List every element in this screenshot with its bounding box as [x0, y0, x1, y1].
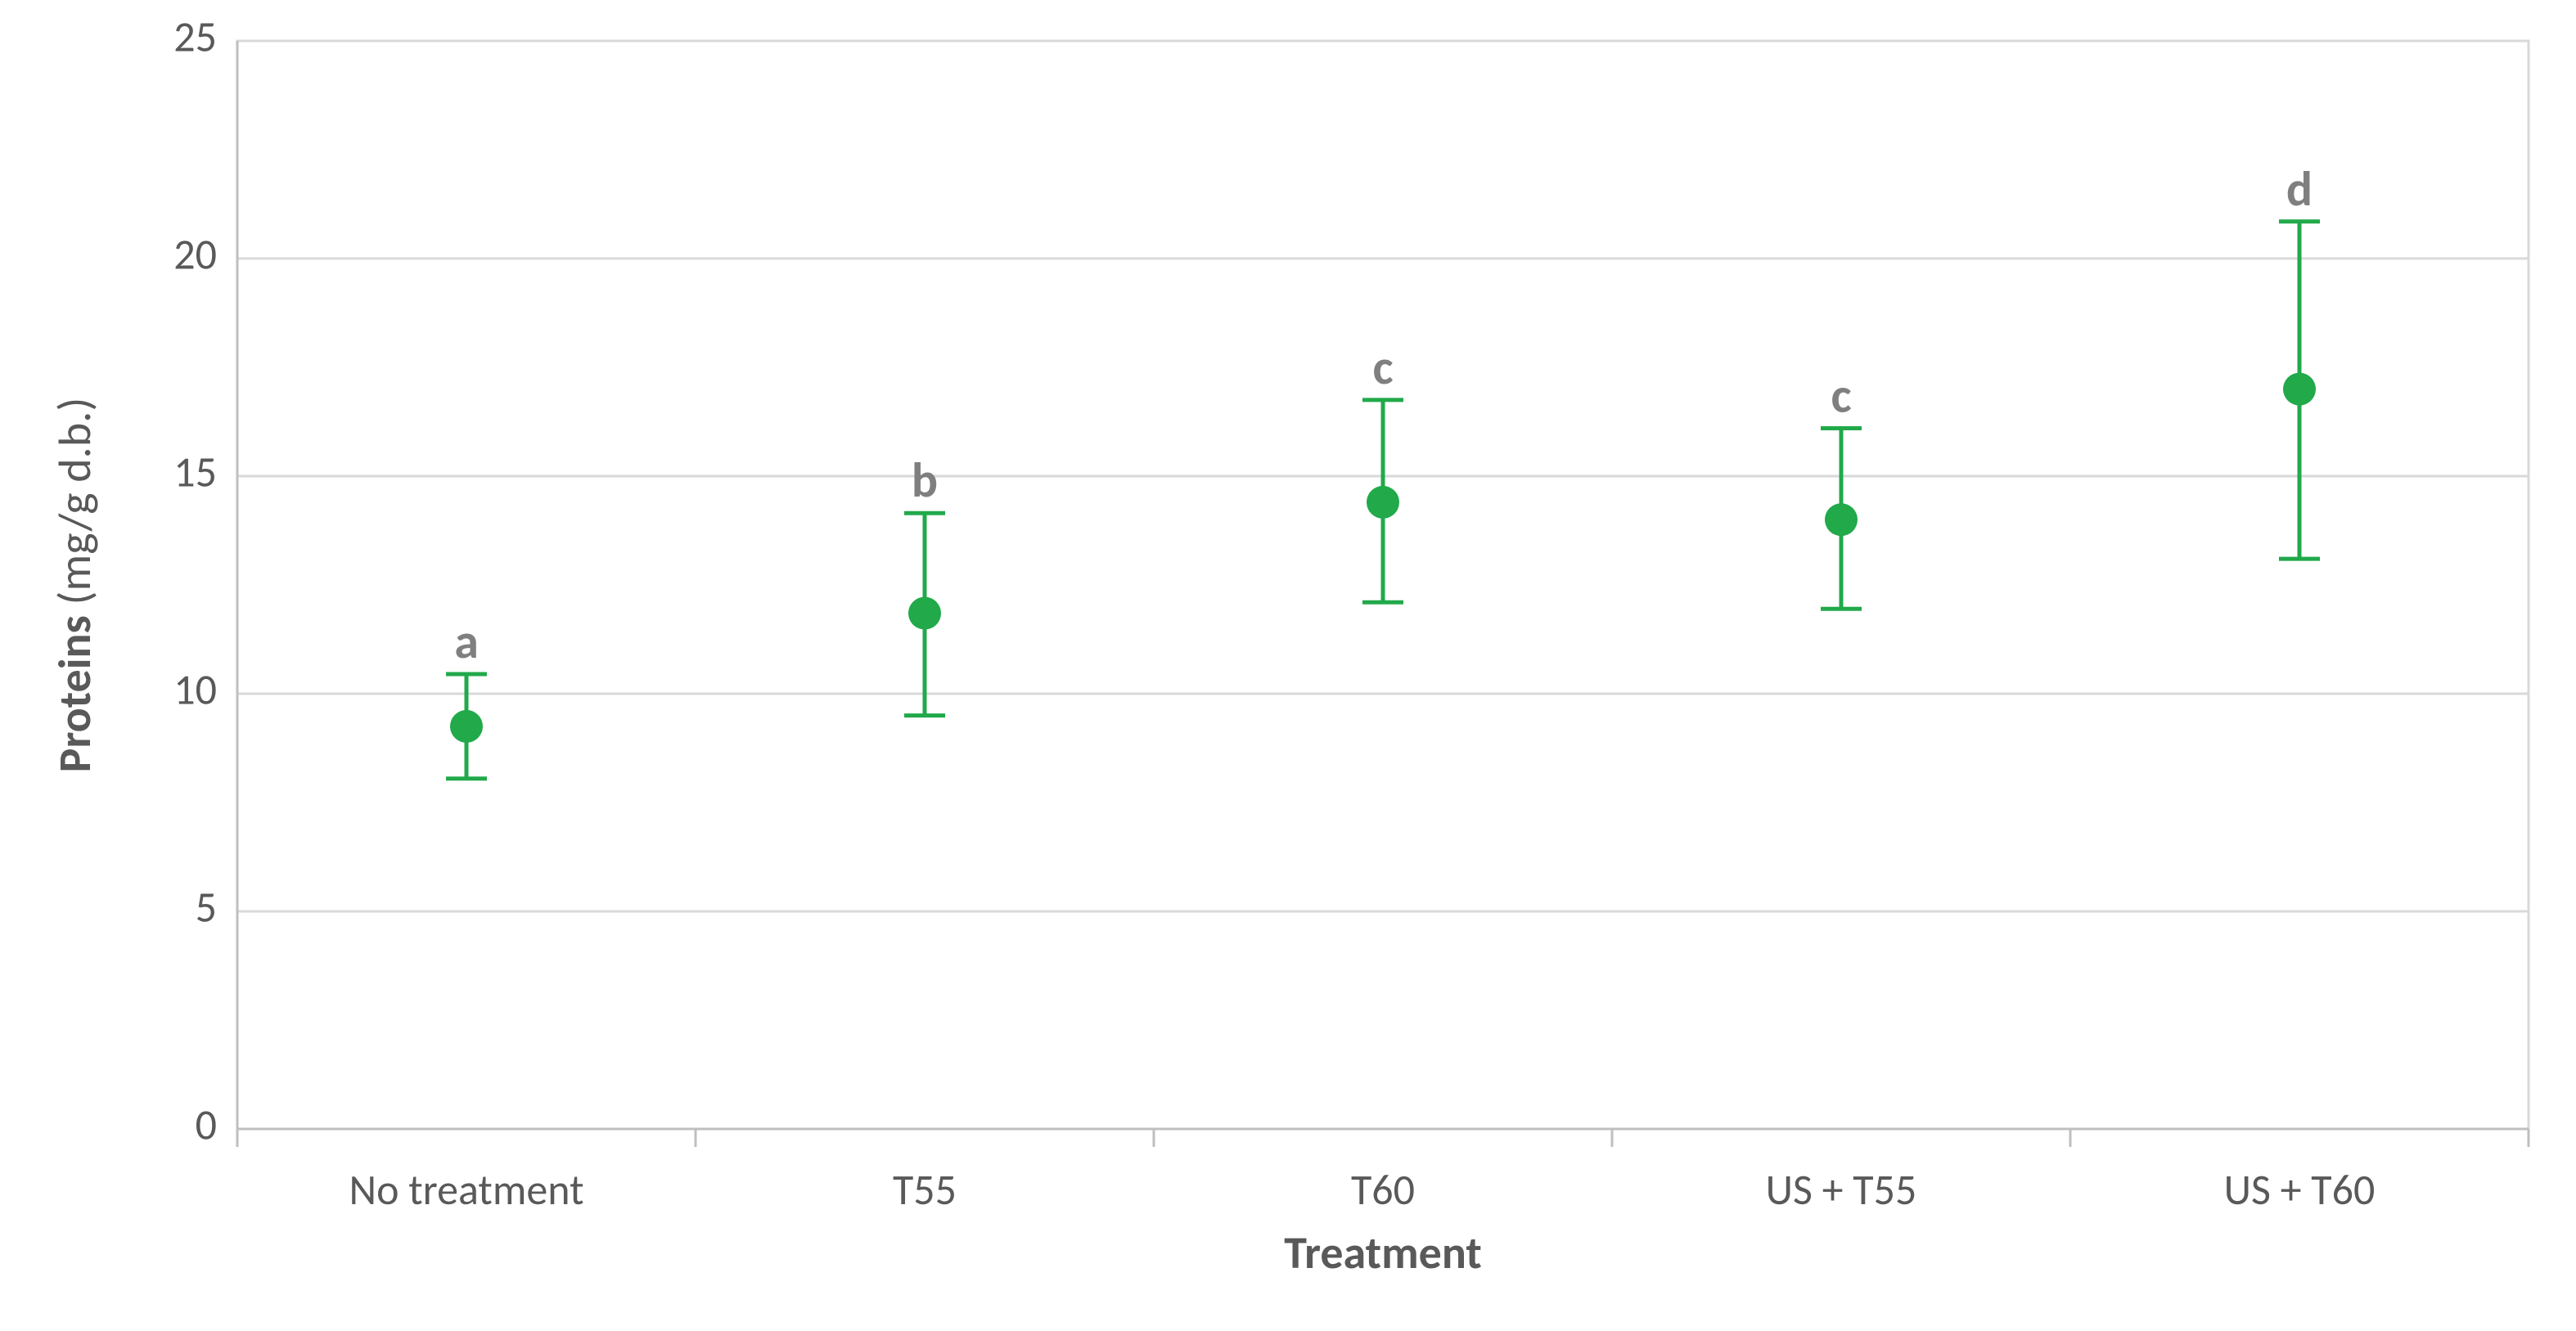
chart-container: 0 5 10 15 20 25 No treatment T55 T60 US + T55 US +…	[0, 0, 2576, 1331]
y-axis-title: Proteins (mg/g d.b.)	[47, 398, 103, 773]
x-tick-label: T55	[893, 1163, 957, 1216]
y-tick-label: 0	[196, 1098, 217, 1150]
data-marker	[450, 710, 483, 743]
x-tick-label: No treatment	[349, 1163, 584, 1216]
significance-letter: c	[1372, 338, 1393, 398]
y-tick-label: 25	[173, 10, 217, 62]
data-marker	[2283, 373, 2316, 406]
x-tick-label: US + T55	[1766, 1163, 1917, 1216]
y-tick-label: 20	[173, 227, 217, 280]
y-tick-label: 5	[196, 880, 217, 933]
x-tick-label: US + T60	[2224, 1163, 2376, 1216]
y-tick-label: 15	[173, 445, 217, 497]
data-marker	[1367, 486, 1399, 519]
data-marker	[908, 597, 941, 630]
y-tick-label: 10	[173, 663, 217, 715]
significance-letter: a	[454, 612, 479, 672]
significance-letter: c	[1831, 366, 1851, 425]
significance-letter: b	[912, 451, 938, 510]
proteins-chart: 0 5 10 15 20 25 No treatment T55 T60 US + T55 US +…	[0, 0, 2576, 1331]
data-marker	[1825, 503, 1858, 536]
significance-letter: d	[2286, 160, 2313, 219]
x-axis-title: Treatment	[1284, 1225, 1482, 1281]
x-tick-label: T60	[1351, 1163, 1415, 1216]
